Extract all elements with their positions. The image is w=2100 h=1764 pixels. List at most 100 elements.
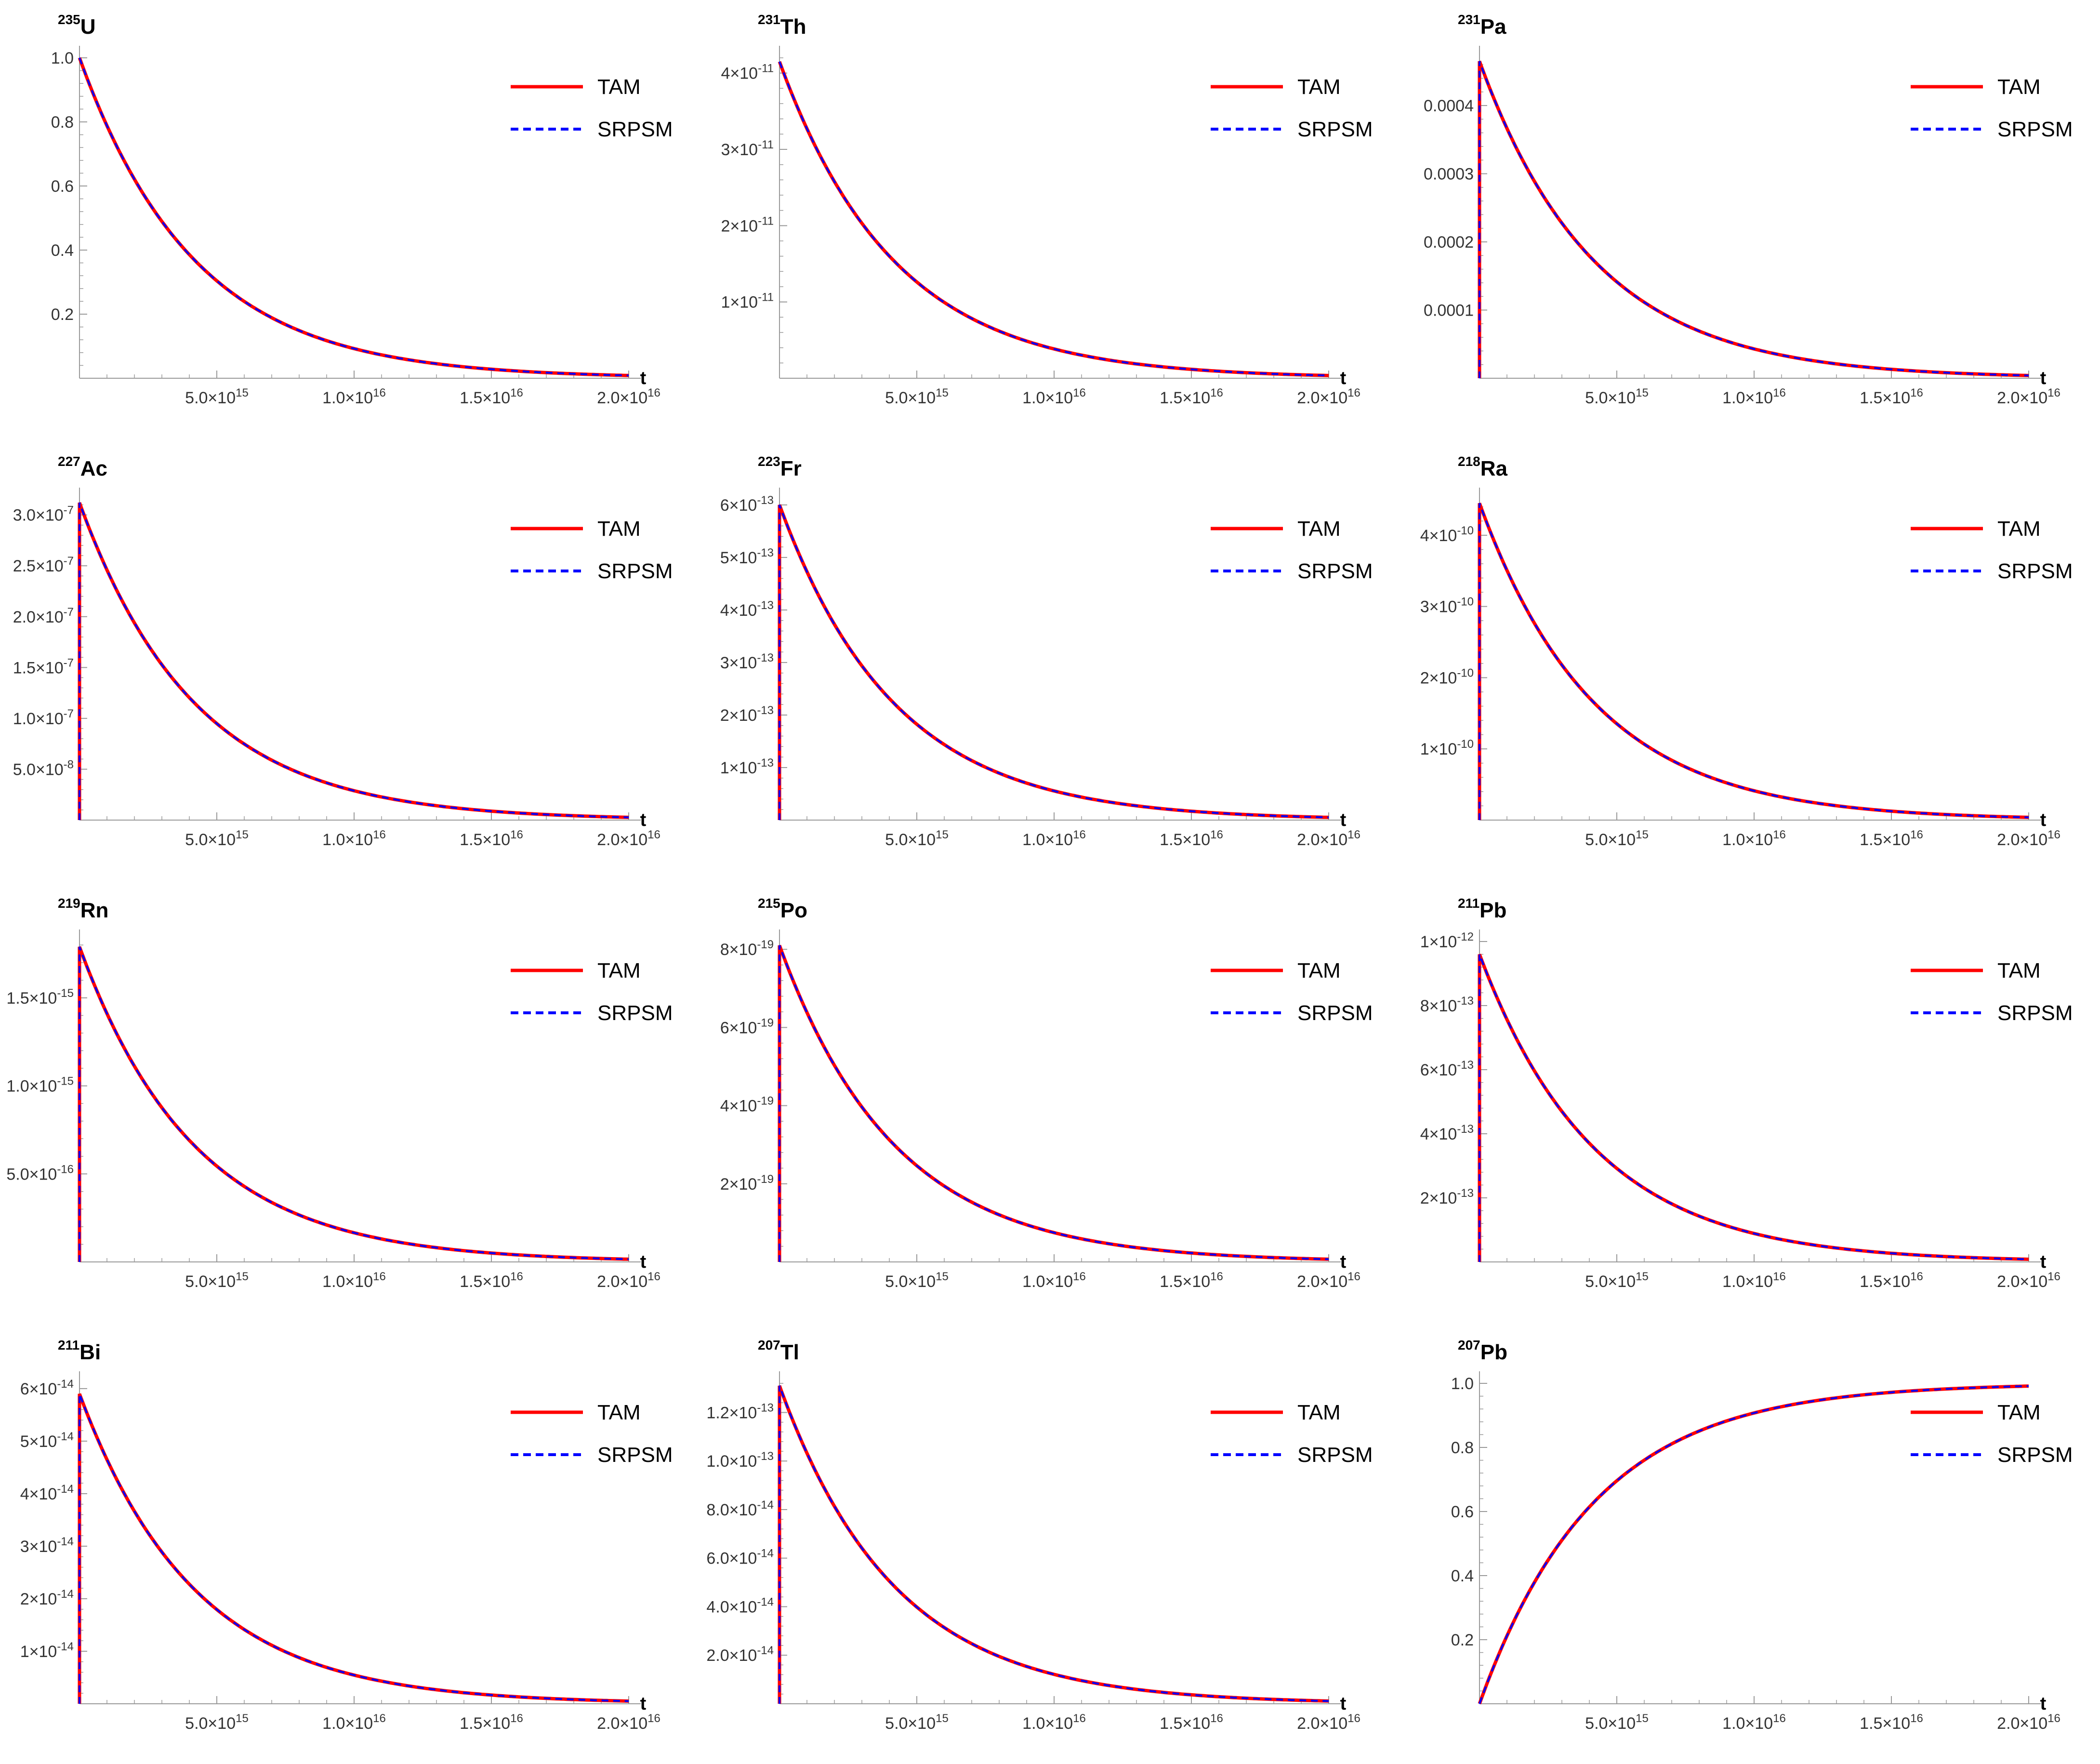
legend-label-tam: TAM	[597, 517, 641, 541]
x-tick-label: 1.5×1016	[460, 1270, 523, 1291]
y-tick-label: 4×10-10	[1420, 524, 1474, 545]
mass-number: 223	[758, 454, 780, 469]
element-symbol: Bi	[79, 1340, 101, 1364]
mass-number: 211	[1458, 896, 1480, 911]
x-tick-label: 1.0×1016	[1722, 1712, 1786, 1733]
series-srpsm-line	[779, 61, 1329, 377]
series-srpsm-line	[779, 945, 1329, 1262]
mass-number: 218	[1458, 454, 1480, 469]
x-tick-label: 5.0×1015	[1585, 1270, 1649, 1291]
x-tick-label: 1.5×1016	[1160, 828, 1223, 849]
x-tick-label: 1.0×1016	[322, 1270, 386, 1291]
x-tick-label: 5.0×1015	[885, 828, 949, 849]
x-tick-label: 1.5×1016	[1860, 1712, 1923, 1733]
x-tick-label: 1.5×1016	[1860, 828, 1923, 849]
y-tick-label: 2.0×10-14	[706, 1644, 774, 1665]
x-tick-label: 2.0×1016	[1297, 386, 1360, 407]
y-tick-label: 4×10-13	[1420, 1123, 1474, 1143]
y-tick-label: 8×10-13	[1420, 995, 1474, 1015]
element-symbol: Rn	[80, 899, 109, 922]
x-tick-label: 1.0×1016	[1022, 386, 1086, 407]
x-tick-label: 1.5×1016	[1860, 386, 1923, 407]
y-tick-label: 0.0004	[1424, 97, 1474, 115]
panel-title: 215Po	[758, 896, 807, 923]
series-tam-line	[778, 944, 1329, 1262]
x-tick-label: 5.0×1015	[885, 1270, 949, 1291]
y-tick-label: 0.8	[51, 113, 74, 132]
y-tick-label: 3×10-10	[1420, 596, 1474, 616]
series-tam-line	[778, 1385, 1329, 1704]
x-tick-label: 5.0×1015	[185, 1270, 249, 1291]
x-tick-label: 5.0×1015	[1585, 828, 1649, 849]
y-tick-label: 4×10-11	[721, 62, 774, 83]
x-tick-label: 1.5×1016	[460, 828, 523, 849]
x-tick-label: 5.0×1015	[185, 1712, 249, 1733]
element-symbol: Ra	[1480, 457, 1507, 480]
legend-label-srpsm: SRPSM	[597, 1001, 673, 1025]
panel-title: 207Tl	[758, 1338, 799, 1365]
x-tick-label: 2.0×1016	[597, 386, 660, 407]
y-tick-label: 8.0×10-14	[706, 1499, 774, 1519]
legend-label-srpsm: SRPSM	[1997, 1443, 2073, 1467]
panel-207tl: 207Tl 5.0×1015 1.0×1016 1.5×1016 2.0×1016 t 2.…	[700, 1326, 1400, 1741]
x-tick-label: 5.0×1015	[185, 386, 249, 407]
y-tick-label: 0.4	[51, 241, 74, 260]
legend-label-tam: TAM	[597, 75, 641, 99]
x-tick-label: 2.0×1016	[597, 1712, 660, 1733]
y-tick-label: 6×10-13	[1420, 1059, 1474, 1079]
y-tick-label: 0.0002	[1424, 233, 1474, 252]
series-tam-line	[1478, 60, 2029, 378]
element-symbol: Po	[780, 899, 807, 922]
series-tam-line	[78, 57, 629, 377]
x-axis-label: t	[1340, 810, 1347, 830]
y-tick-label: 0.4	[1451, 1567, 1474, 1585]
y-tick-label: 1×10-13	[720, 756, 774, 777]
y-tick-label: 2×10-10	[1420, 666, 1474, 687]
panel-title: 207Pb	[1458, 1338, 1507, 1365]
legend-label-srpsm: SRPSM	[1297, 118, 1373, 141]
legend-label-tam: TAM	[1997, 517, 2041, 541]
legend-label-tam: TAM	[1997, 1401, 2041, 1424]
y-tick-label: 1.0	[1451, 1375, 1474, 1393]
y-tick-label: 2×10-14	[20, 1588, 74, 1608]
series-tam-line	[78, 946, 629, 1262]
panel-title: 219Rn	[58, 896, 108, 923]
y-tick-label: 1.0×10-15	[6, 1075, 74, 1096]
panel-title: 218Ra	[1458, 454, 1507, 481]
series-srpsm-line	[79, 57, 629, 377]
x-tick-label: 1.5×1016	[1160, 1270, 1223, 1291]
series-srpsm-line	[79, 502, 629, 820]
element-symbol: Pa	[1480, 15, 1506, 39]
x-axis-label: t	[1340, 368, 1347, 388]
panel-207pb: 207Pb 5.0×1015 1.0×1016 1.5×1016 2.0×1016 t 0.…	[1400, 1326, 2100, 1741]
legend-label-tam: TAM	[1297, 517, 1341, 541]
y-tick-label: 4×10-13	[720, 599, 774, 620]
y-tick-label: 1.0×10-13	[706, 1450, 774, 1471]
y-tick-label: 5×10-14	[20, 1430, 74, 1451]
x-tick-label: 1.0×1016	[322, 386, 386, 407]
series-tam-line	[778, 504, 1329, 820]
x-tick-label: 5.0×1015	[885, 1712, 949, 1733]
y-tick-label: 5.0×10-8	[13, 758, 74, 779]
panel-211pb: 211Pb 5.0×1015 1.0×1016 1.5×1016 2.0×1016 t 2×…	[1400, 884, 2100, 1299]
legend-label-srpsm: SRPSM	[597, 118, 673, 141]
x-tick-label: 5.0×1015	[1585, 1712, 1649, 1733]
series-tam-line	[778, 61, 1329, 377]
series-srpsm-line	[1479, 61, 2029, 378]
panel-223fr: 223Fr 5.0×1015 1.0×1016 1.5×1016 2.0×1016 t 1×…	[700, 442, 1400, 857]
panel-title: 231Pa	[1458, 12, 1506, 39]
y-tick-label: 2×10-11	[721, 214, 774, 235]
x-axis-label: t	[2040, 368, 2047, 388]
panel-219rn: 219Rn 5.0×1015 1.0×1016 1.5×1016 2.0×1016 t 5.…	[0, 884, 700, 1299]
legend-label-tam: TAM	[1997, 959, 2041, 982]
element-symbol: U	[80, 15, 96, 39]
legend-label-tam: TAM	[1297, 959, 1341, 982]
series-tam-line	[1478, 954, 2029, 1262]
